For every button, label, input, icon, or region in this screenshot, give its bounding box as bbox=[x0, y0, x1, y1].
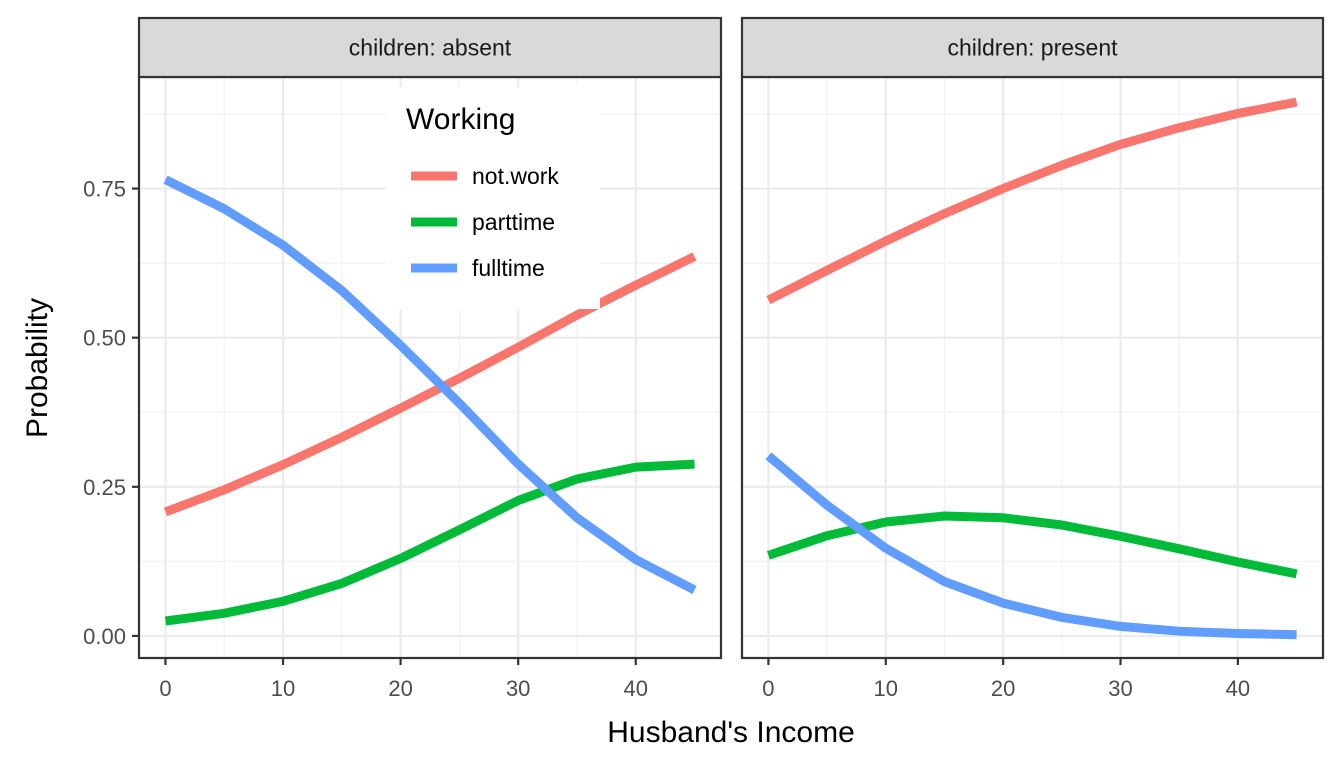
strip-background bbox=[740, 16, 1325, 79]
x-tick-label: 10 bbox=[874, 676, 898, 701]
x-tick-label: 40 bbox=[624, 676, 648, 701]
strip-label: children: present bbox=[947, 35, 1118, 61]
x-tick-label: 20 bbox=[991, 676, 1015, 701]
panels: children: absent children: present bbox=[137, 16, 1325, 660]
series-line-not-work bbox=[163, 252, 697, 517]
x-tick-label: 30 bbox=[506, 676, 530, 701]
series-line-not-work bbox=[766, 97, 1298, 305]
legend: Working not.work parttime fulltime bbox=[386, 87, 600, 309]
legend-title: Working bbox=[406, 103, 515, 136]
x-tick-label: 20 bbox=[388, 676, 412, 701]
legend-label-fulltime: fulltime bbox=[472, 255, 545, 281]
strip-label: children: absent bbox=[349, 35, 512, 61]
series-line-parttime bbox=[164, 459, 695, 626]
y-tick-label: 0.25 bbox=[83, 475, 126, 500]
x-tick-label: 0 bbox=[159, 676, 171, 701]
y-tick-label: 0.50 bbox=[83, 326, 126, 351]
strip-background bbox=[137, 16, 723, 79]
legend-label-parttime: parttime bbox=[472, 209, 555, 235]
x-tick-label: 0 bbox=[762, 676, 774, 701]
y-axis-title: Probability bbox=[21, 298, 54, 438]
y-tick-label: 0.00 bbox=[83, 624, 126, 649]
y-tick-label: 0.75 bbox=[83, 177, 126, 202]
x-axis-title: Husband's Income bbox=[607, 716, 855, 749]
series-line-fulltime bbox=[765, 452, 1297, 640]
x-tick-label: 10 bbox=[271, 676, 295, 701]
legend-label-not-work: not.work bbox=[472, 163, 559, 189]
axes: 0 10 20 30 40 0 10 20 30 40 0.00 0.25 0.50 0.75 Husban… bbox=[21, 177, 1250, 749]
x-tick-label: 30 bbox=[1108, 676, 1132, 701]
panel-2: children: present bbox=[740, 16, 1325, 660]
series-line-fulltime bbox=[163, 175, 697, 594]
x-tick-label: 40 bbox=[1226, 676, 1250, 701]
panel-background bbox=[742, 77, 1323, 658]
